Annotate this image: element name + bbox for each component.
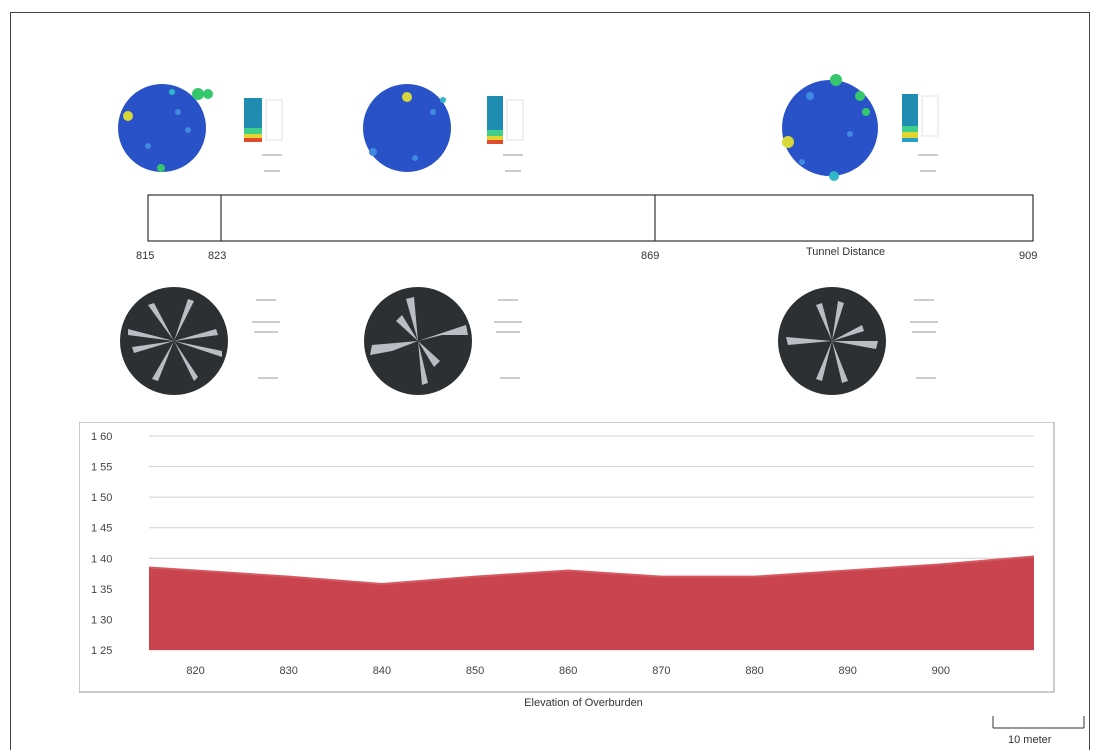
- x-tick-label: 890: [839, 665, 857, 677]
- stereonet-icon: [118, 84, 283, 172]
- y-tick-label: 1 55: [91, 462, 112, 474]
- y-tick-label: 1 60: [91, 431, 112, 443]
- x-tick-label: 820: [186, 665, 204, 677]
- y-tick-label: 1 30: [91, 614, 112, 626]
- x-tick-label: 870: [652, 665, 670, 677]
- rose-diagram-icon: [778, 287, 938, 395]
- axis-tick-labels: 1 25 1 30 1 35 1 40 1 45 1 50 1 55 1 60 820 830 84…: [91, 431, 950, 677]
- figure-frame: [10, 12, 1090, 750]
- y-tick-label: 1 35: [91, 584, 112, 596]
- x-tick-label: 860: [559, 665, 577, 677]
- series-area: [149, 556, 1034, 650]
- stereonet-icon: [363, 84, 524, 172]
- y-tick-label: 1 45: [91, 523, 112, 535]
- stereonet-icon: [782, 74, 939, 181]
- y-tick-label: 1 40: [91, 553, 112, 565]
- distance-mark-823: 823: [208, 250, 226, 262]
- tunnel-distance-title: Tunnel Distance: [806, 246, 885, 258]
- x-tick-label: 880: [745, 665, 763, 677]
- x-tick-label: 830: [280, 665, 298, 677]
- scale-label: 10 meter: [1008, 734, 1052, 746]
- chart-border: [79, 422, 1055, 693]
- x-tick-label: 850: [466, 665, 484, 677]
- x-tick-label: 900: [932, 665, 950, 677]
- y-tick-label: 1 50: [91, 492, 112, 504]
- scale-bar-icon: [992, 716, 1085, 729]
- x-axis-label: Elevation of Overburden: [524, 697, 643, 709]
- y-tick-label: 1 25: [91, 645, 112, 657]
- distance-mark-815: 815: [136, 250, 154, 262]
- distance-mark-909: 909: [1019, 250, 1037, 262]
- x-tick-label: 840: [373, 665, 391, 677]
- series-line: [148, 555, 1035, 585]
- rose-diagram-icon: [364, 287, 522, 395]
- rose-diagram-icon: [120, 287, 280, 395]
- elevation-chart: 1 25 1 30 1 35 1 40 1 45 1 50 1 55 1 60 820 830 84…: [79, 422, 1055, 709]
- distance-mark-869: 869: [641, 250, 659, 262]
- tunnel-distance-bar: 815 823 869 Tunnel Distance 909: [136, 194, 1037, 262]
